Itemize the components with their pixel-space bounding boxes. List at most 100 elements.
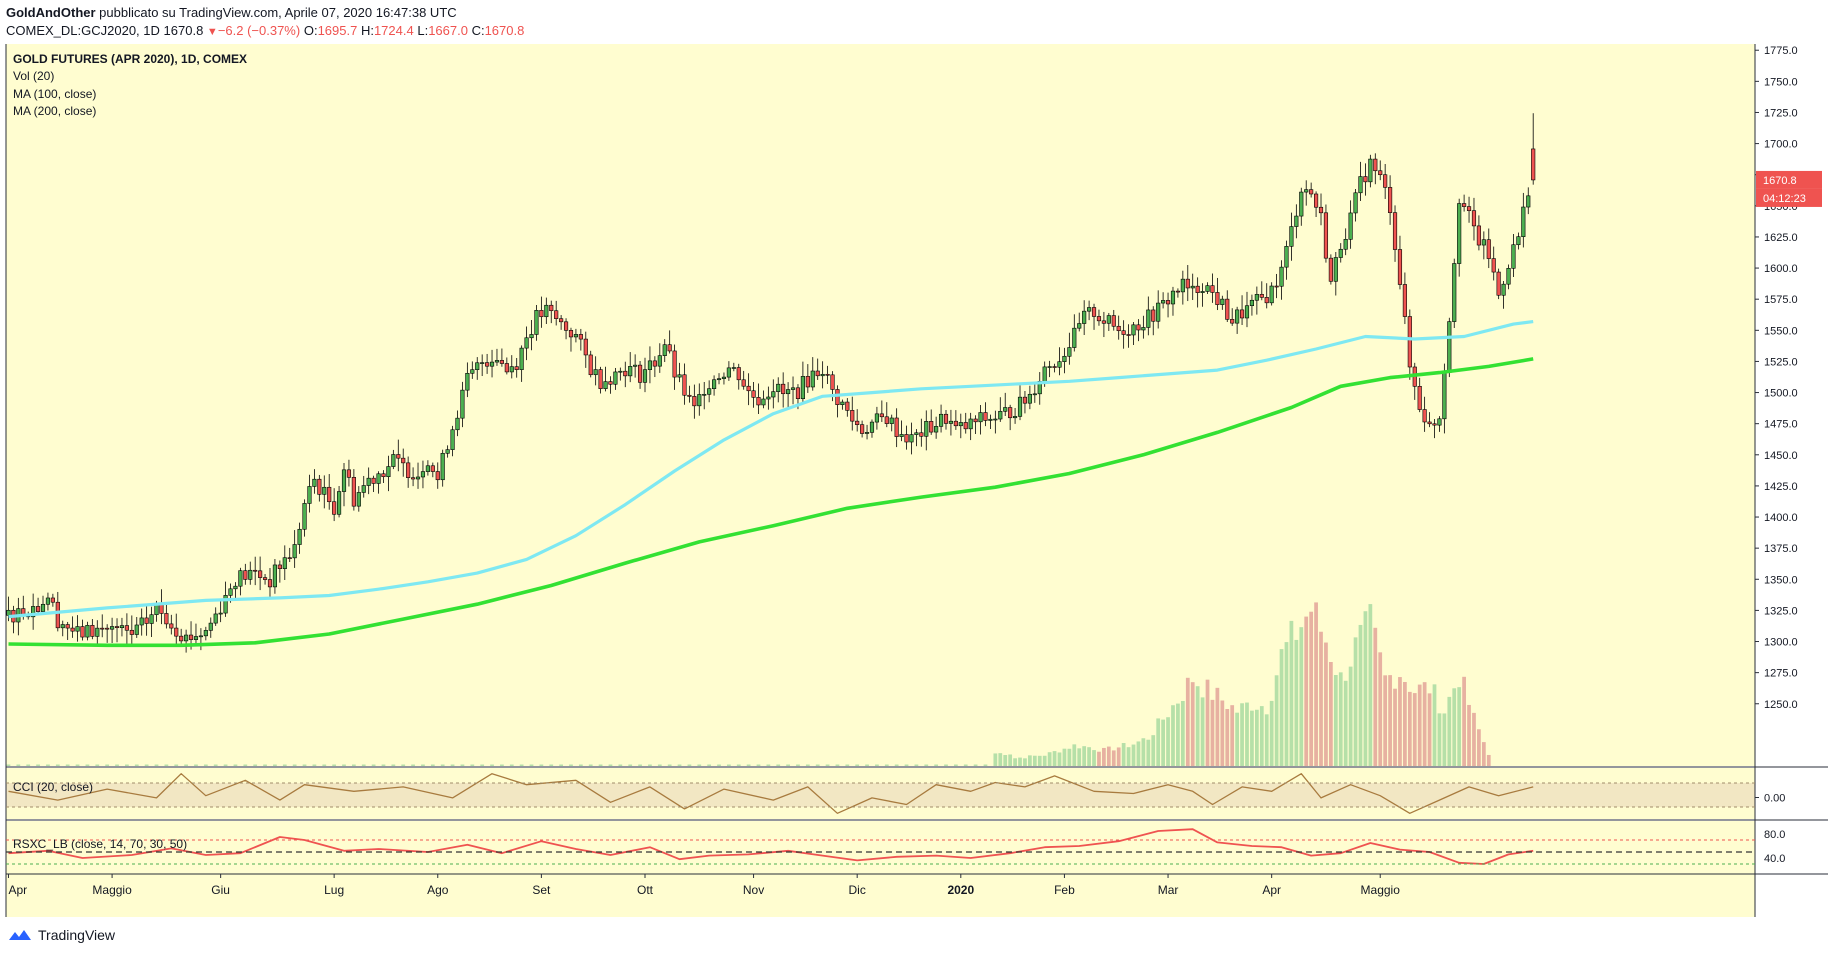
candle-body[interactable]: [1244, 305, 1250, 319]
candle-body[interactable]: [420, 471, 426, 478]
candle-body[interactable]: [968, 418, 973, 430]
candle-body[interactable]: [1501, 283, 1506, 296]
candle-body[interactable]: [411, 477, 416, 480]
candle-body[interactable]: [1151, 309, 1156, 322]
candle-body[interactable]: [1185, 278, 1190, 289]
candle-body[interactable]: [55, 601, 60, 629]
candle-body[interactable]: [346, 469, 352, 478]
candle-body[interactable]: [519, 347, 524, 370]
candle-body[interactable]: [480, 362, 485, 364]
candle-body[interactable]: [1220, 298, 1225, 305]
candle-body[interactable]: [164, 613, 169, 625]
candle-body[interactable]: [302, 503, 307, 530]
candle-body[interactable]: [391, 454, 396, 467]
candle-body[interactable]: [613, 371, 618, 385]
candle-body[interactable]: [282, 557, 287, 570]
candle-body[interactable]: [677, 374, 682, 378]
candle-body[interactable]: [144, 617, 149, 624]
candle-body[interactable]: [1452, 263, 1457, 322]
candle-body[interactable]: [75, 626, 80, 632]
candle-body[interactable]: [593, 369, 598, 376]
candle-body[interactable]: [1077, 323, 1082, 329]
candle-body[interactable]: [169, 623, 174, 629]
candle-body[interactable]: [1052, 366, 1057, 368]
candle-body[interactable]: [129, 629, 134, 635]
candle-body[interactable]: [1333, 257, 1338, 282]
candle-body[interactable]: [716, 378, 722, 381]
cci-line[interactable]: [8, 773, 1534, 814]
candle-body[interactable]: [415, 476, 421, 480]
candle-body[interactable]: [1279, 266, 1284, 287]
candle-body[interactable]: [1407, 316, 1412, 368]
candle-body[interactable]: [317, 478, 322, 495]
candle-body[interactable]: [1471, 210, 1477, 227]
candle-body[interactable]: [184, 634, 189, 642]
candle-body[interactable]: [534, 310, 539, 335]
candle-body[interactable]: [149, 614, 154, 624]
candle-body[interactable]: [1526, 195, 1531, 208]
candle-body[interactable]: [1027, 393, 1032, 404]
candle-body[interactable]: [751, 390, 756, 398]
candle-body[interactable]: [1491, 258, 1496, 273]
candle-body[interactable]: [1348, 212, 1353, 240]
ma200-line[interactable]: [8, 357, 1534, 648]
candle-body[interactable]: [726, 367, 731, 378]
candle-body[interactable]: [1003, 407, 1008, 412]
candle-body[interactable]: [544, 304, 549, 318]
candle-body[interactable]: [1363, 176, 1368, 183]
candle-body[interactable]: [1141, 327, 1146, 331]
candle-body[interactable]: [1274, 285, 1279, 288]
candle-body[interactable]: [85, 625, 90, 638]
candle-body[interactable]: [1096, 316, 1102, 322]
candle-body[interactable]: [761, 398, 766, 406]
candle-body[interactable]: [233, 585, 238, 590]
candle-body[interactable]: [1170, 290, 1176, 305]
candle-body[interactable]: [1506, 268, 1511, 285]
candle-body[interactable]: [943, 413, 949, 424]
candle-body[interactable]: [855, 420, 860, 425]
candle-body[interactable]: [608, 381, 613, 385]
candle-body[interactable]: [1156, 302, 1161, 322]
candle-body[interactable]: [1284, 246, 1289, 268]
candle-body[interactable]: [1496, 271, 1501, 296]
candle-body[interactable]: [366, 477, 371, 486]
candle-body[interactable]: [1417, 386, 1422, 410]
candle-body[interactable]: [1165, 300, 1171, 305]
candle-body[interactable]: [628, 366, 633, 377]
candle-body[interactable]: [1136, 324, 1141, 331]
candle-body[interactable]: [652, 360, 657, 367]
candle-body[interactable]: [682, 374, 687, 396]
candle-body[interactable]: [1388, 187, 1393, 213]
candle-body[interactable]: [914, 432, 919, 435]
candle-body[interactable]: [504, 363, 509, 373]
candle-body[interactable]: [909, 434, 914, 443]
price-chart[interactable]: 1250.0 1275.0 1300.0 1325.0 1350.0 1375.0 1400…: [0, 44, 1828, 917]
candle-body[interactable]: [401, 457, 406, 464]
candle-body[interactable]: [1225, 298, 1230, 320]
candle-body[interactable]: [60, 624, 65, 629]
candle-body[interactable]: [1082, 310, 1087, 324]
candle-body[interactable]: [277, 564, 282, 570]
candle-body[interactable]: [1121, 330, 1126, 335]
candle-body[interactable]: [642, 369, 648, 383]
candle-body[interactable]: [465, 372, 470, 391]
candle-body[interactable]: [90, 625, 95, 637]
candle-body[interactable]: [1175, 290, 1180, 293]
candle-body[interactable]: [223, 595, 228, 614]
candle-body[interactable]: [70, 627, 75, 632]
candle-body[interactable]: [830, 374, 835, 390]
tradingview-brand[interactable]: TradingView: [8, 927, 115, 943]
candle-body[interactable]: [1210, 285, 1215, 293]
candle-body[interactable]: [554, 310, 559, 319]
candle-body[interactable]: [6, 609, 11, 616]
candle-body[interactable]: [795, 387, 801, 399]
candle-body[interactable]: [618, 370, 623, 373]
candle-body[interactable]: [40, 603, 46, 612]
candle-body[interactable]: [1111, 315, 1116, 327]
candle-body[interactable]: [1373, 158, 1378, 172]
candle-body[interactable]: [1126, 334, 1131, 336]
candle-body[interactable]: [712, 379, 717, 389]
candle-body[interactable]: [243, 570, 248, 580]
candle-body[interactable]: [174, 627, 179, 637]
candle-body[interactable]: [124, 625, 129, 631]
